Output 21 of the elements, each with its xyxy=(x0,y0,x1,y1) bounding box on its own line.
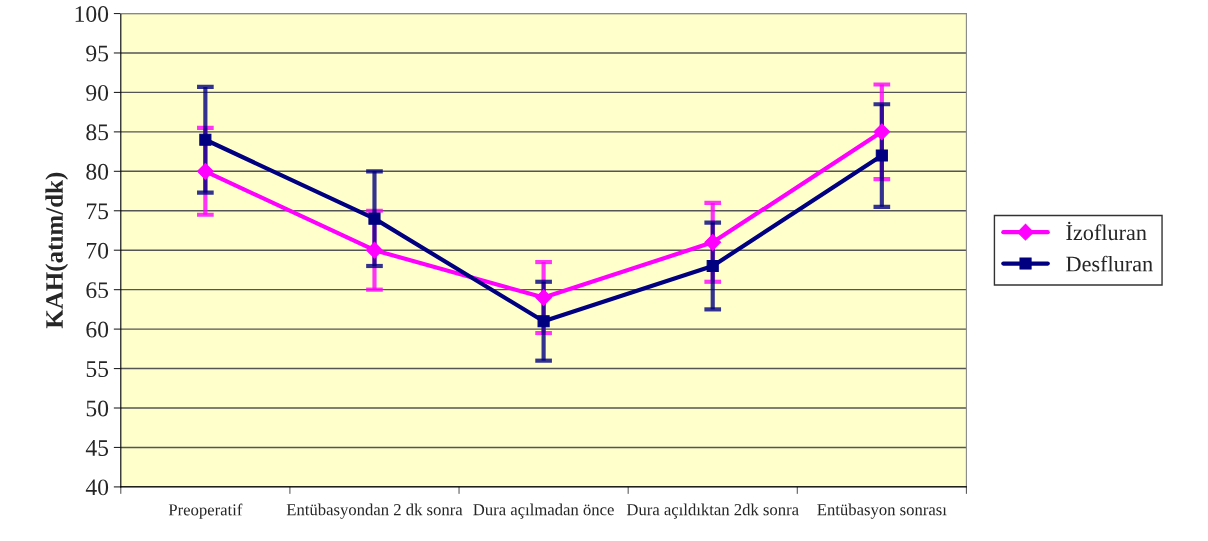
y-tick-label: 55 xyxy=(86,361,109,377)
legend-label: Desfluran xyxy=(1066,255,1153,272)
y-tick-label: 70 xyxy=(86,242,109,259)
x-tick-label: Dura açılmadan önce xyxy=(473,503,614,519)
y-tick-label: 75 xyxy=(86,203,109,220)
y-axis-title: KAH(atım/dk) xyxy=(45,172,69,329)
y-tick-label: 85 xyxy=(86,124,109,141)
y-tick-label: 95 xyxy=(86,45,109,62)
y-tick-label: 100 xyxy=(75,6,109,22)
x-tick-label: Preoperatif xyxy=(168,503,243,519)
y-tick-label: 65 xyxy=(86,282,109,299)
y-tick-label: 50 xyxy=(86,400,109,417)
y-tick-label: 40 xyxy=(85,479,109,496)
y-tick-label: 60 xyxy=(86,321,109,338)
y-tick-label: 80 xyxy=(86,163,109,180)
legend-label: İzofluran xyxy=(1066,221,1147,241)
y-tick-label: 45 xyxy=(85,440,109,456)
x-tick-label: Entübasyondan 2 dk sonra xyxy=(286,503,463,519)
y-tick-label: 90 xyxy=(86,84,109,101)
x-tick-label: Dura açıldıktan 2dk sonra xyxy=(626,503,799,519)
x-tick-label: Entübasyon sonrası xyxy=(817,503,947,519)
